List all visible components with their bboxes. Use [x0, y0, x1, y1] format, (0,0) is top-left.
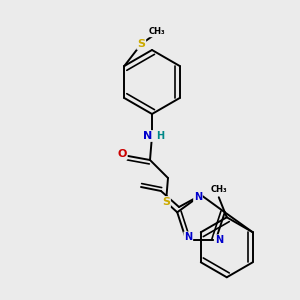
Text: H: H — [156, 131, 164, 141]
Text: S: S — [162, 197, 170, 207]
Text: N: N — [214, 235, 223, 245]
Text: N: N — [194, 192, 202, 202]
Text: CH₃: CH₃ — [149, 28, 166, 37]
Text: CH₃: CH₃ — [211, 185, 227, 194]
Text: S: S — [137, 39, 145, 49]
Text: O: O — [117, 149, 127, 159]
Text: N: N — [143, 131, 153, 141]
Text: N: N — [184, 232, 192, 242]
